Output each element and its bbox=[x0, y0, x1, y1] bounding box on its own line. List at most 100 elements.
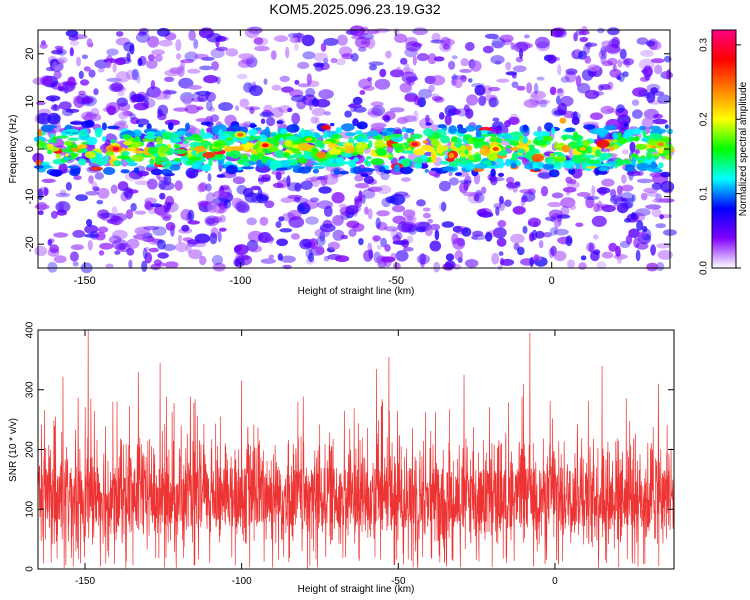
background-noise-blob bbox=[260, 258, 276, 264]
band-blob bbox=[312, 165, 326, 170]
background-noise-blob bbox=[212, 190, 229, 199]
band-blob bbox=[248, 129, 258, 136]
background-noise-blob bbox=[482, 45, 494, 54]
background-noise-blob bbox=[187, 170, 196, 179]
background-noise-blob bbox=[638, 89, 650, 97]
background-noise-blob bbox=[481, 186, 487, 194]
background-noise-blob bbox=[392, 205, 405, 213]
background-noise-blob bbox=[598, 203, 610, 209]
band-blob bbox=[594, 149, 602, 158]
background-noise-blob bbox=[43, 187, 49, 196]
background-noise-blob bbox=[97, 187, 110, 199]
background-noise-blob bbox=[105, 102, 121, 114]
background-noise-blob bbox=[655, 223, 666, 229]
background-noise-blob bbox=[538, 99, 548, 108]
background-noise-blob bbox=[659, 214, 664, 220]
band-blob bbox=[660, 171, 671, 178]
background-noise-blob bbox=[367, 208, 373, 220]
background-noise-blob bbox=[142, 247, 148, 259]
band-blob bbox=[467, 154, 475, 161]
background-noise-blob bbox=[498, 251, 504, 256]
band-blob bbox=[401, 150, 416, 154]
band-blob bbox=[509, 131, 524, 138]
band-blob bbox=[110, 139, 116, 144]
background-noise-blob bbox=[193, 38, 199, 50]
background-noise-blob bbox=[118, 111, 128, 120]
background-noise-blob bbox=[282, 212, 296, 222]
background-noise-blob bbox=[124, 172, 141, 182]
y-tick-label: 20 bbox=[24, 48, 36, 60]
background-noise-blob bbox=[291, 112, 301, 125]
background-noise-blob bbox=[452, 225, 463, 233]
band-blob bbox=[463, 134, 472, 139]
background-noise-blob bbox=[164, 76, 175, 83]
background-noise-blob bbox=[71, 34, 88, 40]
background-noise-blob bbox=[194, 53, 209, 60]
background-noise-blob bbox=[429, 75, 446, 86]
background-noise-blob bbox=[587, 64, 600, 72]
background-noise-blob bbox=[646, 262, 659, 272]
background-noise-blob bbox=[505, 61, 512, 71]
background-noise-blob bbox=[395, 231, 403, 240]
background-noise-blob bbox=[646, 83, 661, 92]
background-noise-blob bbox=[267, 235, 274, 244]
background-noise-blob bbox=[624, 57, 631, 68]
background-noise-blob bbox=[165, 222, 176, 231]
background-noise-blob bbox=[134, 180, 151, 186]
band-blob bbox=[84, 151, 97, 159]
spectrogram-x-label: Height of straight line (km) bbox=[298, 286, 415, 297]
background-noise-blob bbox=[97, 68, 105, 73]
band-blob bbox=[353, 157, 359, 162]
background-noise-blob bbox=[314, 228, 330, 238]
band-blob bbox=[381, 132, 388, 136]
background-noise-blob bbox=[70, 244, 84, 251]
background-noise-blob bbox=[72, 95, 78, 106]
background-noise-blob bbox=[592, 91, 605, 96]
background-noise-blob bbox=[465, 108, 474, 119]
background-noise-blob bbox=[116, 31, 124, 37]
background-noise-blob bbox=[82, 114, 94, 121]
background-noise-blob bbox=[212, 262, 226, 272]
background-noise-blob bbox=[232, 176, 246, 185]
background-noise-blob bbox=[346, 220, 360, 229]
band-blob bbox=[330, 134, 343, 139]
background-noise-blob bbox=[354, 36, 371, 49]
background-noise-blob bbox=[34, 245, 48, 257]
background-noise-blob bbox=[116, 97, 128, 107]
background-noise-blob bbox=[650, 87, 659, 94]
background-noise-blob bbox=[198, 27, 214, 39]
band-blob bbox=[101, 122, 107, 131]
background-noise-blob bbox=[591, 215, 607, 227]
background-noise-blob bbox=[124, 188, 133, 200]
band-blob bbox=[184, 132, 192, 137]
background-noise-blob bbox=[117, 91, 125, 97]
background-noise-blob bbox=[557, 102, 567, 115]
background-noise-blob bbox=[430, 223, 441, 231]
band-blob bbox=[475, 130, 482, 138]
background-noise-blob bbox=[610, 197, 627, 202]
background-noise-blob bbox=[640, 76, 650, 82]
background-noise-blob bbox=[431, 95, 443, 102]
background-noise-blob bbox=[359, 90, 366, 95]
background-noise-blob bbox=[516, 85, 526, 91]
background-noise-blob bbox=[266, 116, 276, 127]
background-noise-blob bbox=[370, 123, 385, 130]
background-noise-blob bbox=[522, 225, 528, 234]
band-blob bbox=[440, 160, 449, 165]
band-blob bbox=[586, 165, 597, 169]
band-blob bbox=[244, 162, 250, 167]
background-noise-blob bbox=[41, 178, 56, 183]
background-noise-blob bbox=[592, 249, 601, 255]
band-blob bbox=[123, 140, 134, 146]
band-blob bbox=[194, 136, 204, 142]
background-noise-blob bbox=[335, 255, 350, 263]
band-blob bbox=[249, 154, 259, 162]
background-noise-blob bbox=[444, 260, 456, 270]
background-noise-blob bbox=[493, 203, 502, 209]
background-noise-blob bbox=[549, 227, 558, 236]
background-noise-blob bbox=[49, 244, 60, 254]
band-blob bbox=[335, 156, 345, 164]
band-blob bbox=[144, 134, 157, 140]
band-blob bbox=[80, 120, 94, 128]
background-noise-blob bbox=[405, 76, 419, 82]
